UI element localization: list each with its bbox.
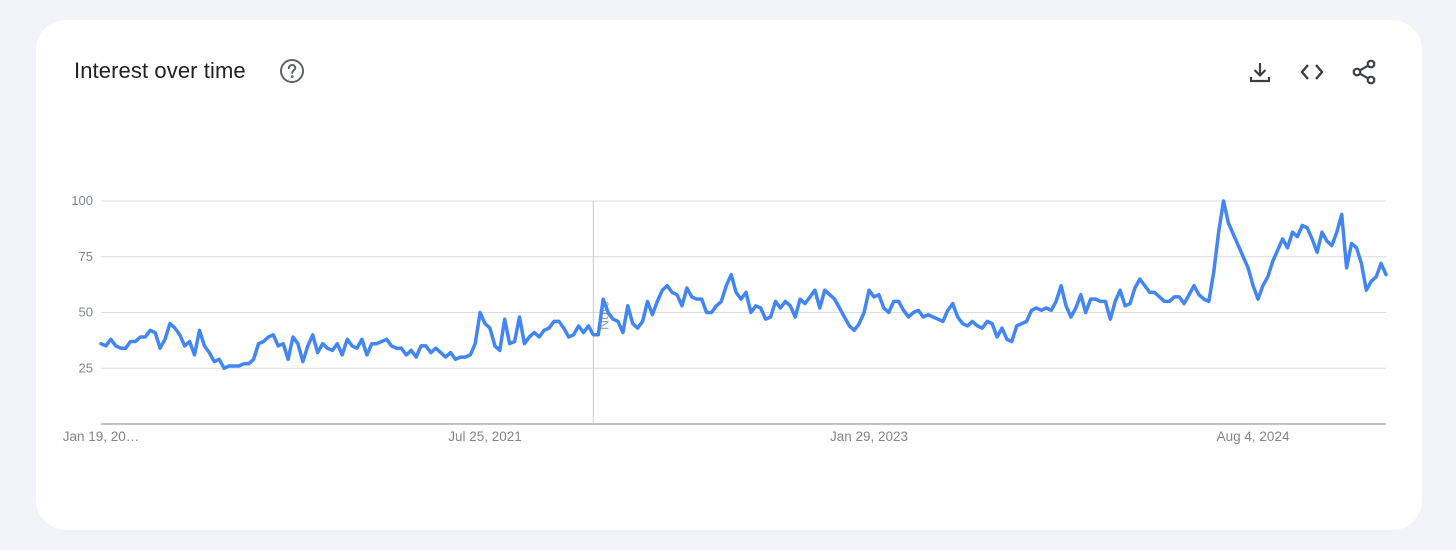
help-circle-icon[interactable] bbox=[279, 58, 305, 84]
share-icon[interactable] bbox=[1350, 58, 1378, 86]
widget-title: Interest over time bbox=[74, 58, 246, 83]
y-tick-label: 100 bbox=[71, 193, 93, 208]
interest-series-line bbox=[99, 199, 1388, 371]
interest-line-chart: 25 50 75 100 Jan 19, 20… Jul 25, 2021 Jan 29, … bbox=[63, 193, 1388, 444]
code-icon[interactable] bbox=[1298, 58, 1326, 86]
interest-over-time-card: Interest over time 25 50 75 100 Jan 19, 20… J… bbox=[36, 20, 1422, 530]
download-icon[interactable] bbox=[1246, 58, 1274, 86]
x-tick-label: Jan 19, 20… bbox=[63, 429, 140, 444]
y-tick-label: 75 bbox=[79, 249, 93, 264]
y-tick-label: 25 bbox=[79, 360, 93, 375]
x-tick-label: Jan 29, 2023 bbox=[830, 429, 908, 444]
y-tick-label: 50 bbox=[79, 305, 93, 320]
x-tick-label: Jul 25, 2021 bbox=[448, 429, 522, 444]
x-tick-label: Aug 4, 2024 bbox=[1217, 429, 1290, 444]
